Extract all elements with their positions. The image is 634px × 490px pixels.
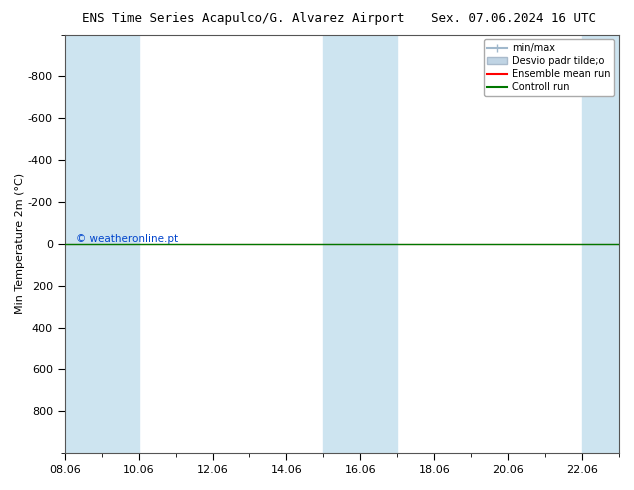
Legend: min/max, Desvio padr tilde;o, Ensemble mean run, Controll run: min/max, Desvio padr tilde;o, Ensemble m… xyxy=(484,40,614,96)
Y-axis label: Min Temperature 2m (°C): Min Temperature 2m (°C) xyxy=(15,173,25,315)
Text: © weatheronline.pt: © weatheronline.pt xyxy=(76,234,178,244)
Text: Sex. 07.06.2024 16 UTC: Sex. 07.06.2024 16 UTC xyxy=(431,12,596,25)
Bar xyxy=(582,35,619,453)
Bar xyxy=(360,35,398,453)
Bar xyxy=(101,35,139,453)
Bar xyxy=(65,35,101,453)
Text: ENS Time Series Acapulco/G. Alvarez Airport: ENS Time Series Acapulco/G. Alvarez Airp… xyxy=(82,12,405,25)
Bar xyxy=(323,35,360,453)
